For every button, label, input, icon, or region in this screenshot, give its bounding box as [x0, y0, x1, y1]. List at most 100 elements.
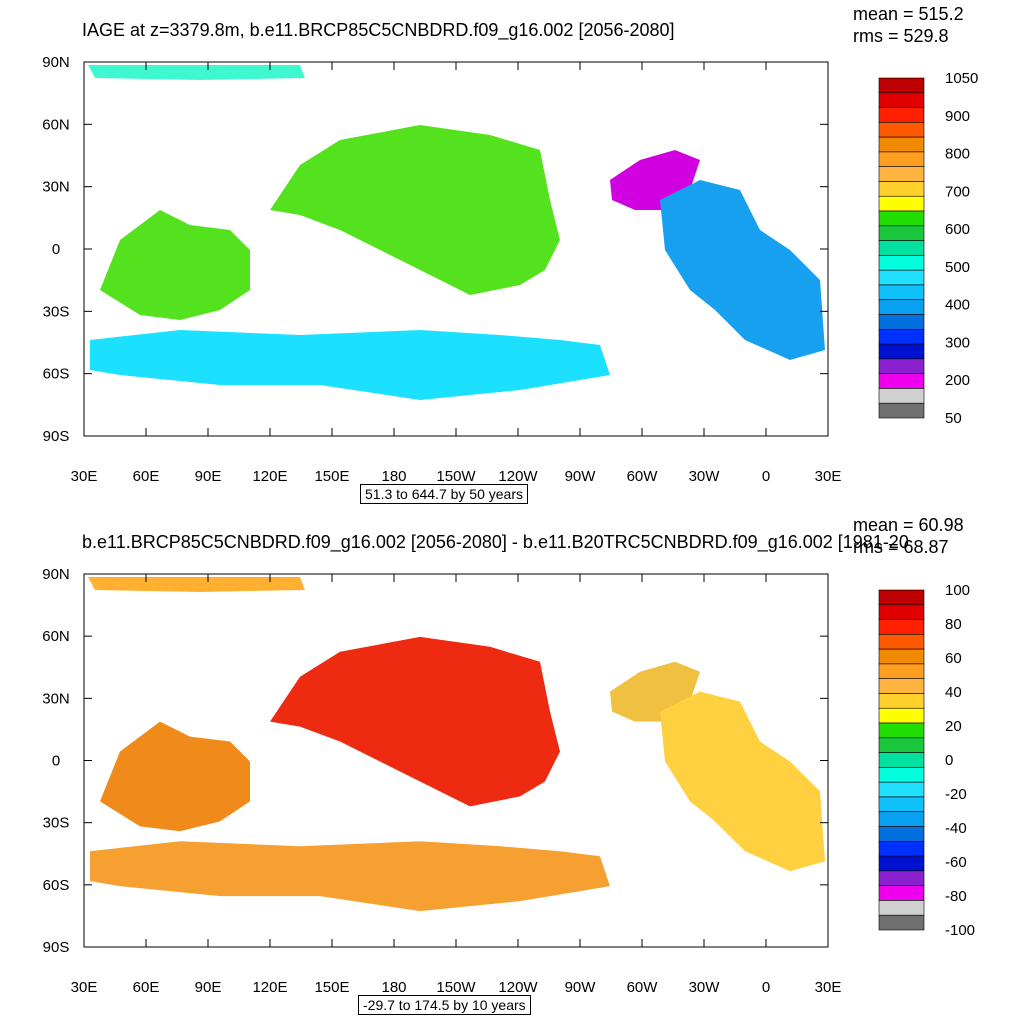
x-tick-label: 120E — [252, 468, 287, 485]
y-tick-label: 90S — [43, 939, 70, 956]
colorbar-swatch — [878, 343, 925, 360]
x-tick-label: 90E — [195, 979, 222, 996]
top-mean: mean = 515.2 — [853, 4, 964, 24]
y-tick-label: 90S — [43, 428, 70, 445]
x-tick-label: 90E — [195, 468, 222, 485]
colorbar-label: 900 — [945, 108, 970, 125]
colorbar-swatch — [878, 388, 925, 404]
colorbar-swatch — [878, 589, 925, 606]
colorbar-swatch — [878, 914, 925, 931]
colorbar-swatch — [878, 314, 925, 330]
colorbar-label: 40 — [945, 684, 962, 701]
colorbar-swatch — [878, 841, 925, 857]
colorbar-swatch — [878, 781, 925, 798]
x-tick-label: 60E — [133, 979, 160, 996]
colorbar-swatch — [878, 136, 925, 153]
x-tick-label: 180 — [381, 468, 406, 485]
y-tick-label: 30S — [43, 303, 70, 320]
region-indian — [100, 721, 250, 832]
colorbar-swatch — [878, 678, 925, 694]
colorbar-swatch — [878, 870, 925, 886]
bottom-stats: mean = 60.98 rms = 68.87 — [853, 514, 964, 558]
x-tick-label: 90W — [565, 979, 597, 996]
colorbar-label: 20 — [945, 718, 962, 735]
colorbar-swatch — [878, 151, 925, 167]
x-tick-label: 150W — [436, 468, 476, 485]
colorbar-swatch — [878, 358, 925, 374]
colorbar-label: 600 — [945, 221, 970, 238]
x-tick-label: 30E — [71, 979, 98, 996]
colorbar-swatch — [878, 107, 925, 123]
colorbar-label: -80 — [945, 888, 967, 905]
colorbar-label: 60 — [945, 650, 962, 667]
colorbar-swatch — [878, 122, 925, 138]
colorbar-swatch — [878, 693, 925, 709]
colorbar-swatch — [878, 900, 925, 916]
colorbar-swatch — [878, 663, 925, 679]
colorbar-label: 800 — [945, 146, 970, 163]
colorbar-label: 400 — [945, 297, 970, 314]
colorbar-swatch — [878, 225, 925, 241]
y-tick-label: 30N — [42, 690, 70, 707]
x-tick-label: 30E — [815, 979, 842, 996]
region-arctic — [88, 576, 305, 592]
colorbar-label: 80 — [945, 616, 962, 633]
x-tick-label: 30W — [689, 468, 721, 485]
colorbar-swatch — [878, 619, 925, 635]
x-tick-label: 150E — [314, 979, 349, 996]
colorbar-swatch — [878, 269, 925, 286]
colorbar-label: 300 — [945, 334, 970, 351]
region-pacific — [270, 125, 560, 295]
colorbar-swatch — [878, 210, 925, 227]
colorbar-swatch — [878, 77, 925, 94]
x-tick-label: 30W — [689, 979, 721, 996]
x-tick-label: 60W — [627, 468, 659, 485]
y-tick-label: 90N — [42, 54, 70, 71]
colorbar-label: 50 — [945, 410, 962, 427]
bottom-contour-info: -29.7 to 174.5 by 10 years — [358, 995, 531, 1015]
colorbar-swatch — [878, 329, 925, 345]
colorbar-label: 100 — [945, 582, 970, 599]
region-atlantic-south — [660, 691, 825, 872]
bottom-title: b.e11.BRCP85C5CNBDRD.f09_g16.002 [2056-2… — [82, 532, 909, 552]
x-tick-label: 0 — [762, 979, 770, 996]
y-tick-label: 60S — [43, 366, 70, 383]
colorbar-label: -60 — [945, 854, 967, 871]
colorbar-swatch — [878, 648, 925, 665]
x-tick-label: 30E — [815, 468, 842, 485]
colorbar-swatch — [878, 284, 925, 301]
x-tick-label: 120E — [252, 979, 287, 996]
colorbar-swatch — [878, 373, 925, 389]
colorbar-swatch — [878, 826, 925, 842]
colorbar-swatch — [878, 885, 925, 901]
colorbar-swatch — [878, 255, 925, 271]
top-stats: mean = 515.2 rms = 529.8 — [853, 3, 964, 47]
colorbar-swatch — [878, 166, 925, 182]
y-tick-label: 0 — [52, 241, 60, 258]
colorbar-swatch — [878, 767, 925, 783]
region-southern — [90, 330, 610, 400]
colorbar-swatch — [878, 752, 925, 768]
colorbar-swatch — [878, 855, 925, 872]
colorbar-swatch — [878, 402, 925, 419]
bottom-mean: mean = 60.98 — [853, 515, 964, 535]
region-indian — [100, 210, 250, 320]
y-tick-label: 60S — [43, 877, 70, 894]
bottom-panel: b.e11.BRCP85C5CNBDRD.f09_g16.002 [2056-2… — [0, 512, 1024, 1024]
y-tick-label: 90N — [42, 566, 70, 583]
colorbar-label: 200 — [945, 372, 970, 389]
y-tick-label: 60N — [42, 628, 70, 645]
colorbar-label: -100 — [945, 922, 975, 939]
top-panel: IAGE at z=3379.8m, b.e11.BRCP85C5CNBDRD.… — [42, 3, 978, 504]
colorbar-swatch — [878, 634, 925, 650]
bottom-rms: rms = 68.87 — [853, 537, 949, 557]
colorbar-swatch — [878, 604, 925, 620]
colorbar-label: 700 — [945, 183, 970, 200]
colorbar-label: -40 — [945, 820, 967, 837]
colorbar-swatch — [878, 240, 925, 256]
top-map: 30E 60E 90E 120E 150E 180 150W 120W 90W 60W 30W 0 30… — [42, 54, 978, 485]
x-tick-label: 150E — [314, 468, 349, 485]
x-tick-label: 60W — [627, 979, 659, 996]
y-tick-label: 30N — [42, 179, 70, 196]
region-atlantic-south — [660, 180, 825, 360]
